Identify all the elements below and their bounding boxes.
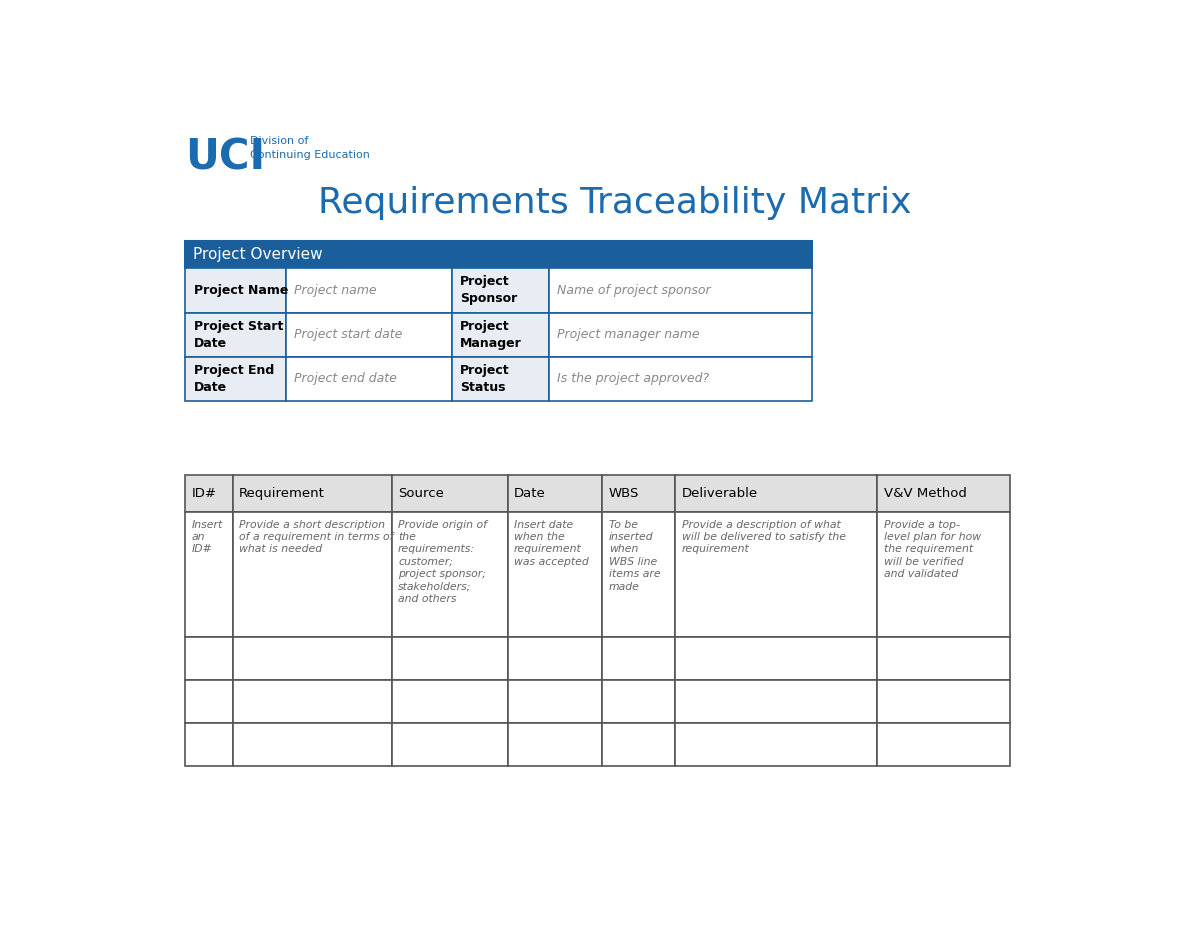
- FancyBboxPatch shape: [877, 637, 1010, 680]
- Text: WBS: WBS: [608, 488, 638, 501]
- Text: Name of project sponsor: Name of project sponsor: [557, 284, 710, 297]
- FancyBboxPatch shape: [508, 513, 602, 637]
- Text: Project Start
Date: Project Start Date: [193, 320, 283, 349]
- FancyBboxPatch shape: [391, 637, 508, 680]
- Text: UCI: UCI: [185, 137, 265, 179]
- Text: Insert
an
ID#: Insert an ID#: [192, 519, 223, 554]
- FancyBboxPatch shape: [451, 268, 548, 312]
- FancyBboxPatch shape: [185, 513, 233, 637]
- Text: Requirement: Requirement: [239, 488, 325, 501]
- FancyBboxPatch shape: [391, 476, 508, 513]
- Text: Provide origin of
the
requirements:
customer;
project sponsor;
stakeholders;
and: Provide origin of the requirements: cust…: [398, 519, 487, 603]
- FancyBboxPatch shape: [602, 476, 676, 513]
- Text: Insert date
when the
requirement
was accepted: Insert date when the requirement was acc…: [514, 519, 589, 566]
- Text: Project name: Project name: [294, 284, 377, 297]
- FancyBboxPatch shape: [233, 680, 391, 723]
- FancyBboxPatch shape: [548, 268, 812, 312]
- Text: Deliverable: Deliverable: [682, 488, 757, 501]
- FancyBboxPatch shape: [451, 312, 548, 357]
- FancyBboxPatch shape: [286, 268, 451, 312]
- Text: Requirements Traceability Matrix: Requirements Traceability Matrix: [318, 186, 912, 221]
- Text: Project Name: Project Name: [193, 284, 288, 297]
- Text: V&V Method: V&V Method: [883, 488, 966, 501]
- FancyBboxPatch shape: [602, 723, 676, 766]
- Text: Project Overview: Project Overview: [193, 248, 323, 262]
- FancyBboxPatch shape: [508, 637, 602, 680]
- FancyBboxPatch shape: [676, 513, 877, 637]
- FancyBboxPatch shape: [391, 513, 508, 637]
- Text: Project start date: Project start date: [294, 328, 402, 341]
- FancyBboxPatch shape: [602, 680, 676, 723]
- FancyBboxPatch shape: [877, 513, 1010, 637]
- FancyBboxPatch shape: [508, 680, 602, 723]
- FancyBboxPatch shape: [233, 513, 391, 637]
- FancyBboxPatch shape: [508, 476, 602, 513]
- FancyBboxPatch shape: [391, 680, 508, 723]
- Text: Source: Source: [398, 488, 444, 501]
- Text: Is the project approved?: Is the project approved?: [557, 373, 709, 386]
- FancyBboxPatch shape: [185, 357, 286, 401]
- Text: Division of
Continuing Education: Division of Continuing Education: [251, 135, 371, 159]
- FancyBboxPatch shape: [185, 637, 233, 680]
- FancyBboxPatch shape: [185, 680, 233, 723]
- Text: Provide a description of what
will be delivered to satisfy the
requirement: Provide a description of what will be de…: [682, 519, 846, 554]
- FancyBboxPatch shape: [185, 268, 286, 312]
- FancyBboxPatch shape: [548, 312, 812, 357]
- Text: Project end date: Project end date: [294, 373, 397, 386]
- Text: Project manager name: Project manager name: [557, 328, 700, 341]
- Text: Provide a short description
of a requirement in terms of
what is needed: Provide a short description of a require…: [239, 519, 394, 554]
- FancyBboxPatch shape: [233, 476, 391, 513]
- Text: Project
Status: Project Status: [460, 364, 510, 394]
- FancyBboxPatch shape: [185, 312, 286, 357]
- FancyBboxPatch shape: [286, 312, 451, 357]
- FancyBboxPatch shape: [233, 637, 391, 680]
- FancyBboxPatch shape: [185, 241, 812, 268]
- FancyBboxPatch shape: [185, 723, 233, 766]
- Text: Provide a top-
level plan for how
the requirement
will be verified
and validated: Provide a top- level plan for how the re…: [883, 519, 980, 579]
- Text: Project
Manager: Project Manager: [460, 320, 522, 349]
- Text: Date: Date: [514, 488, 546, 501]
- FancyBboxPatch shape: [391, 723, 508, 766]
- FancyBboxPatch shape: [877, 723, 1010, 766]
- FancyBboxPatch shape: [676, 680, 877, 723]
- FancyBboxPatch shape: [602, 637, 676, 680]
- FancyBboxPatch shape: [451, 357, 548, 401]
- Text: ID#: ID#: [192, 488, 217, 501]
- FancyBboxPatch shape: [676, 723, 877, 766]
- Text: To be
inserted
when
WBS line
items are
made: To be inserted when WBS line items are m…: [608, 519, 660, 591]
- FancyBboxPatch shape: [286, 357, 451, 401]
- Text: Project End
Date: Project End Date: [193, 364, 274, 394]
- Text: Project
Sponsor: Project Sponsor: [460, 275, 517, 305]
- FancyBboxPatch shape: [877, 476, 1010, 513]
- FancyBboxPatch shape: [185, 476, 233, 513]
- FancyBboxPatch shape: [602, 513, 676, 637]
- FancyBboxPatch shape: [676, 476, 877, 513]
- FancyBboxPatch shape: [877, 680, 1010, 723]
- FancyBboxPatch shape: [233, 723, 391, 766]
- FancyBboxPatch shape: [548, 357, 812, 401]
- FancyBboxPatch shape: [508, 723, 602, 766]
- FancyBboxPatch shape: [676, 637, 877, 680]
